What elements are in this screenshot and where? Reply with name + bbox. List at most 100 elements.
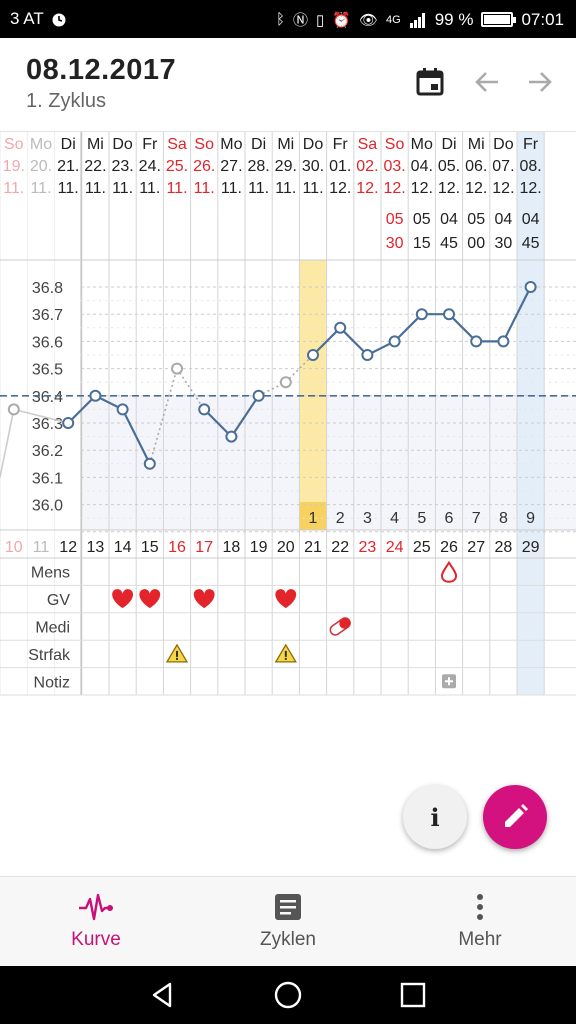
temp-point bbox=[388, 335, 401, 348]
today-column bbox=[517, 132, 545, 695]
temp-point bbox=[143, 457, 156, 470]
drop-shape bbox=[440, 560, 458, 583]
y-tick-label: 36.7 bbox=[32, 307, 63, 324]
weekday-label: Di bbox=[251, 136, 266, 153]
month-label: 12. bbox=[356, 180, 378, 197]
day-label: 04. bbox=[411, 158, 433, 175]
temp-point bbox=[443, 308, 455, 321]
temp-point bbox=[361, 349, 374, 361]
battery-icon bbox=[481, 12, 517, 27]
day-label: 27. bbox=[220, 158, 242, 175]
alarm-icon: ⏰ bbox=[332, 11, 351, 29]
y-tick-label: 36.6 bbox=[32, 334, 63, 351]
y-tick-label: 36.5 bbox=[32, 362, 63, 379]
temperature-chart[interactable]: Sa18.11.9So19.11.10Mo20.11.11Di21.11.12M… bbox=[0, 132, 576, 698]
bottom-navigation: Kurve Zyklen Mehr bbox=[0, 876, 576, 966]
day-label: 22. bbox=[84, 158, 106, 175]
month-label: 11. bbox=[248, 180, 269, 197]
cycle-day-label: 15 bbox=[141, 539, 159, 556]
cycle-day-label: 24 bbox=[386, 539, 404, 556]
nav-mehr-label: Mehr bbox=[458, 929, 502, 950]
back-icon[interactable] bbox=[148, 980, 178, 1010]
calendar-button[interactable] bbox=[412, 64, 448, 100]
temp-point bbox=[334, 321, 347, 334]
warning-icon bbox=[274, 643, 297, 663]
time-hour-label: 04 bbox=[495, 211, 513, 228]
day-label: 21. bbox=[57, 158, 79, 175]
warning-mark bbox=[284, 650, 287, 657]
nav-kurve[interactable]: Kurve bbox=[0, 877, 192, 966]
recents-icon[interactable] bbox=[398, 980, 428, 1010]
edit-button[interactable] bbox=[483, 785, 547, 849]
alarm-clock-icon bbox=[52, 13, 66, 27]
month-label: 12. bbox=[411, 180, 433, 197]
day-label: 24. bbox=[139, 158, 161, 175]
more-vert-icon bbox=[477, 894, 483, 920]
day-label: 01. bbox=[329, 158, 351, 175]
temp-line-segment bbox=[502, 286, 532, 342]
blood-drop-icon bbox=[440, 560, 458, 583]
time-hour-label: 04 bbox=[522, 211, 540, 228]
temp-point bbox=[89, 389, 102, 402]
cycle-day-label: 11 bbox=[33, 539, 50, 556]
heart-icon bbox=[275, 589, 297, 609]
y-tick-label: 36.1 bbox=[32, 470, 63, 487]
nav-zyklen[interactable]: Zyklen bbox=[192, 877, 384, 966]
time-minute-label: 45 bbox=[522, 235, 540, 252]
next-day-button[interactable] bbox=[522, 64, 558, 100]
month-label: 11. bbox=[112, 180, 133, 197]
temp-line-segment bbox=[67, 395, 97, 424]
cycle-day-label: 13 bbox=[87, 539, 105, 556]
weekday-label: Sa bbox=[358, 136, 378, 153]
high-phase-count: 1 bbox=[309, 510, 318, 527]
cycle-day-label: 27 bbox=[467, 539, 485, 556]
cycle-day-label: 22 bbox=[331, 539, 349, 556]
temp-line-segment bbox=[149, 368, 178, 465]
month-label: 11. bbox=[3, 180, 24, 197]
weekday-label: Mi bbox=[277, 136, 294, 153]
cycle-day-label: 25 bbox=[413, 539, 431, 556]
cycle-day-label: 20 bbox=[277, 539, 295, 556]
note-plus bbox=[445, 677, 453, 686]
day-label: 23. bbox=[111, 158, 133, 175]
temp-point bbox=[7, 403, 20, 416]
temp-point bbox=[497, 335, 510, 348]
high-phase-count: 3 bbox=[363, 510, 372, 527]
time-minute-label: 00 bbox=[467, 235, 485, 252]
heart-icon bbox=[139, 589, 161, 609]
chart-canvas[interactable]: Sa18.11.9So19.11.10Mo20.11.11Di21.11.12M… bbox=[0, 132, 576, 698]
weekday-label: Do bbox=[112, 136, 133, 153]
previous-day-button[interactable] bbox=[469, 64, 505, 100]
time-hour-label: 05 bbox=[386, 211, 404, 228]
day-label: 19. bbox=[3, 158, 25, 175]
heart-icon bbox=[112, 589, 134, 609]
y-tick-label: 36.0 bbox=[32, 498, 63, 515]
month-label: 12. bbox=[329, 180, 351, 197]
temp-line-segment bbox=[203, 408, 233, 438]
time-hour-label: 05 bbox=[467, 211, 485, 228]
nav-mehr[interactable]: Mehr bbox=[384, 877, 576, 966]
high-phase-count: 6 bbox=[445, 510, 454, 527]
weekday-label: So bbox=[385, 136, 405, 153]
pill-icon bbox=[329, 617, 351, 636]
weekday-label: So bbox=[194, 136, 214, 153]
current-date: 08.12.2017 bbox=[26, 54, 177, 86]
warning-dot bbox=[284, 657, 287, 660]
day-label: 25. bbox=[166, 158, 188, 175]
day-label: 08. bbox=[519, 158, 541, 175]
highlight-day-label-bg bbox=[299, 502, 327, 530]
month-label: 11. bbox=[302, 180, 323, 197]
cycle-day-label: 16 bbox=[168, 539, 186, 556]
cycle-day-label: 23 bbox=[359, 539, 377, 556]
nav-kurve-label: Kurve bbox=[71, 929, 121, 950]
month-label: 12. bbox=[438, 180, 460, 197]
row-label-notiz: Notiz bbox=[34, 674, 70, 691]
cycle-day-label: 18 bbox=[223, 539, 241, 556]
heart-shape bbox=[139, 589, 161, 609]
cycle-day-label: 21 bbox=[304, 539, 322, 556]
info-button[interactable]: i bbox=[403, 785, 467, 849]
weekday-label: Fr bbox=[523, 136, 539, 153]
temp-line-segment bbox=[339, 327, 369, 356]
heart-shape bbox=[193, 589, 215, 609]
home-icon[interactable] bbox=[273, 980, 303, 1010]
